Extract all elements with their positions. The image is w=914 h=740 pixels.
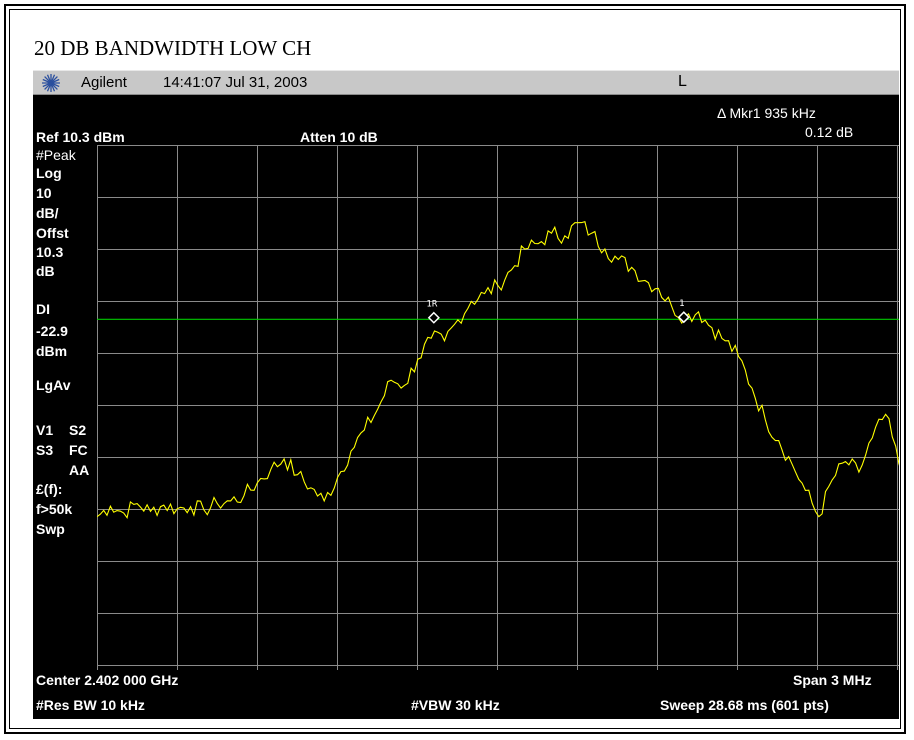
figure-caption: 20 DB BANDWIDTH LOW CH bbox=[34, 36, 312, 60]
ft-value: f>50k bbox=[36, 501, 73, 517]
sweep-label: Swp bbox=[36, 521, 65, 537]
inner-frame bbox=[9, 9, 901, 729]
marker-label: 1 bbox=[679, 299, 684, 309]
timestamp: 14:41:07 Jul 31, 2003 bbox=[163, 74, 308, 91]
ft-label: £(f): bbox=[36, 481, 63, 497]
trace-s2: S2 bbox=[69, 422, 87, 438]
scale-value: 10 bbox=[36, 185, 52, 201]
detector-mode: #Peak bbox=[36, 147, 76, 163]
marker-diamond bbox=[427, 311, 440, 324]
display-line-label: DI bbox=[36, 301, 50, 317]
analyzer-screen: Δ Mkr1 935 kHz 0.12 dB Ref 10.3 dBm Atte… bbox=[33, 95, 899, 719]
agilent-starburst-icon bbox=[42, 74, 60, 92]
brand-name: Agilent bbox=[81, 74, 127, 91]
display-line-unit: dBm bbox=[36, 343, 68, 359]
instrument-title-bar: Agilent 14:41:07 Jul 31, 2003 L bbox=[33, 70, 899, 95]
offset-value: 10.3 bbox=[36, 244, 64, 260]
video-bandwidth: #VBW 30 kHz bbox=[411, 697, 500, 713]
offset-label: Offst bbox=[36, 225, 69, 241]
marker-delta: 0.12 dB bbox=[805, 124, 854, 140]
trace-fc: FC bbox=[69, 442, 88, 458]
marker-readout: Δ Mkr1 935 kHz bbox=[717, 105, 816, 121]
attenuation: Atten 10 dB bbox=[300, 129, 378, 145]
averaging-mode: LgAv bbox=[36, 377, 71, 393]
display-line-value: -22.9 bbox=[36, 323, 68, 339]
scale-unit: dB/ bbox=[36, 205, 59, 221]
reference-level: Ref 10.3 dBm bbox=[36, 129, 125, 145]
spectrum-plot: 1R 1 bbox=[97, 145, 899, 670]
scale-type: Log bbox=[36, 165, 62, 181]
marker-diamond bbox=[677, 311, 690, 324]
mode-indicator: L bbox=[678, 73, 687, 90]
trace-aa: AA bbox=[69, 462, 90, 478]
frequency-span: Span 3 MHz bbox=[793, 672, 872, 688]
trace-v1: V1 bbox=[36, 422, 54, 438]
sweep-time: Sweep 28.68 ms (601 pts) bbox=[660, 697, 829, 713]
resolution-bandwidth: #Res BW 10 kHz bbox=[36, 697, 145, 713]
spectrum-trace-segment-1 bbox=[97, 221, 899, 520]
trace-s3: S3 bbox=[36, 442, 54, 458]
outer-frame bbox=[4, 4, 906, 734]
center-frequency: Center 2.402 000 GHz bbox=[36, 672, 179, 688]
marker-label: 1R bbox=[426, 300, 437, 310]
offset-unit: dB bbox=[36, 263, 55, 279]
